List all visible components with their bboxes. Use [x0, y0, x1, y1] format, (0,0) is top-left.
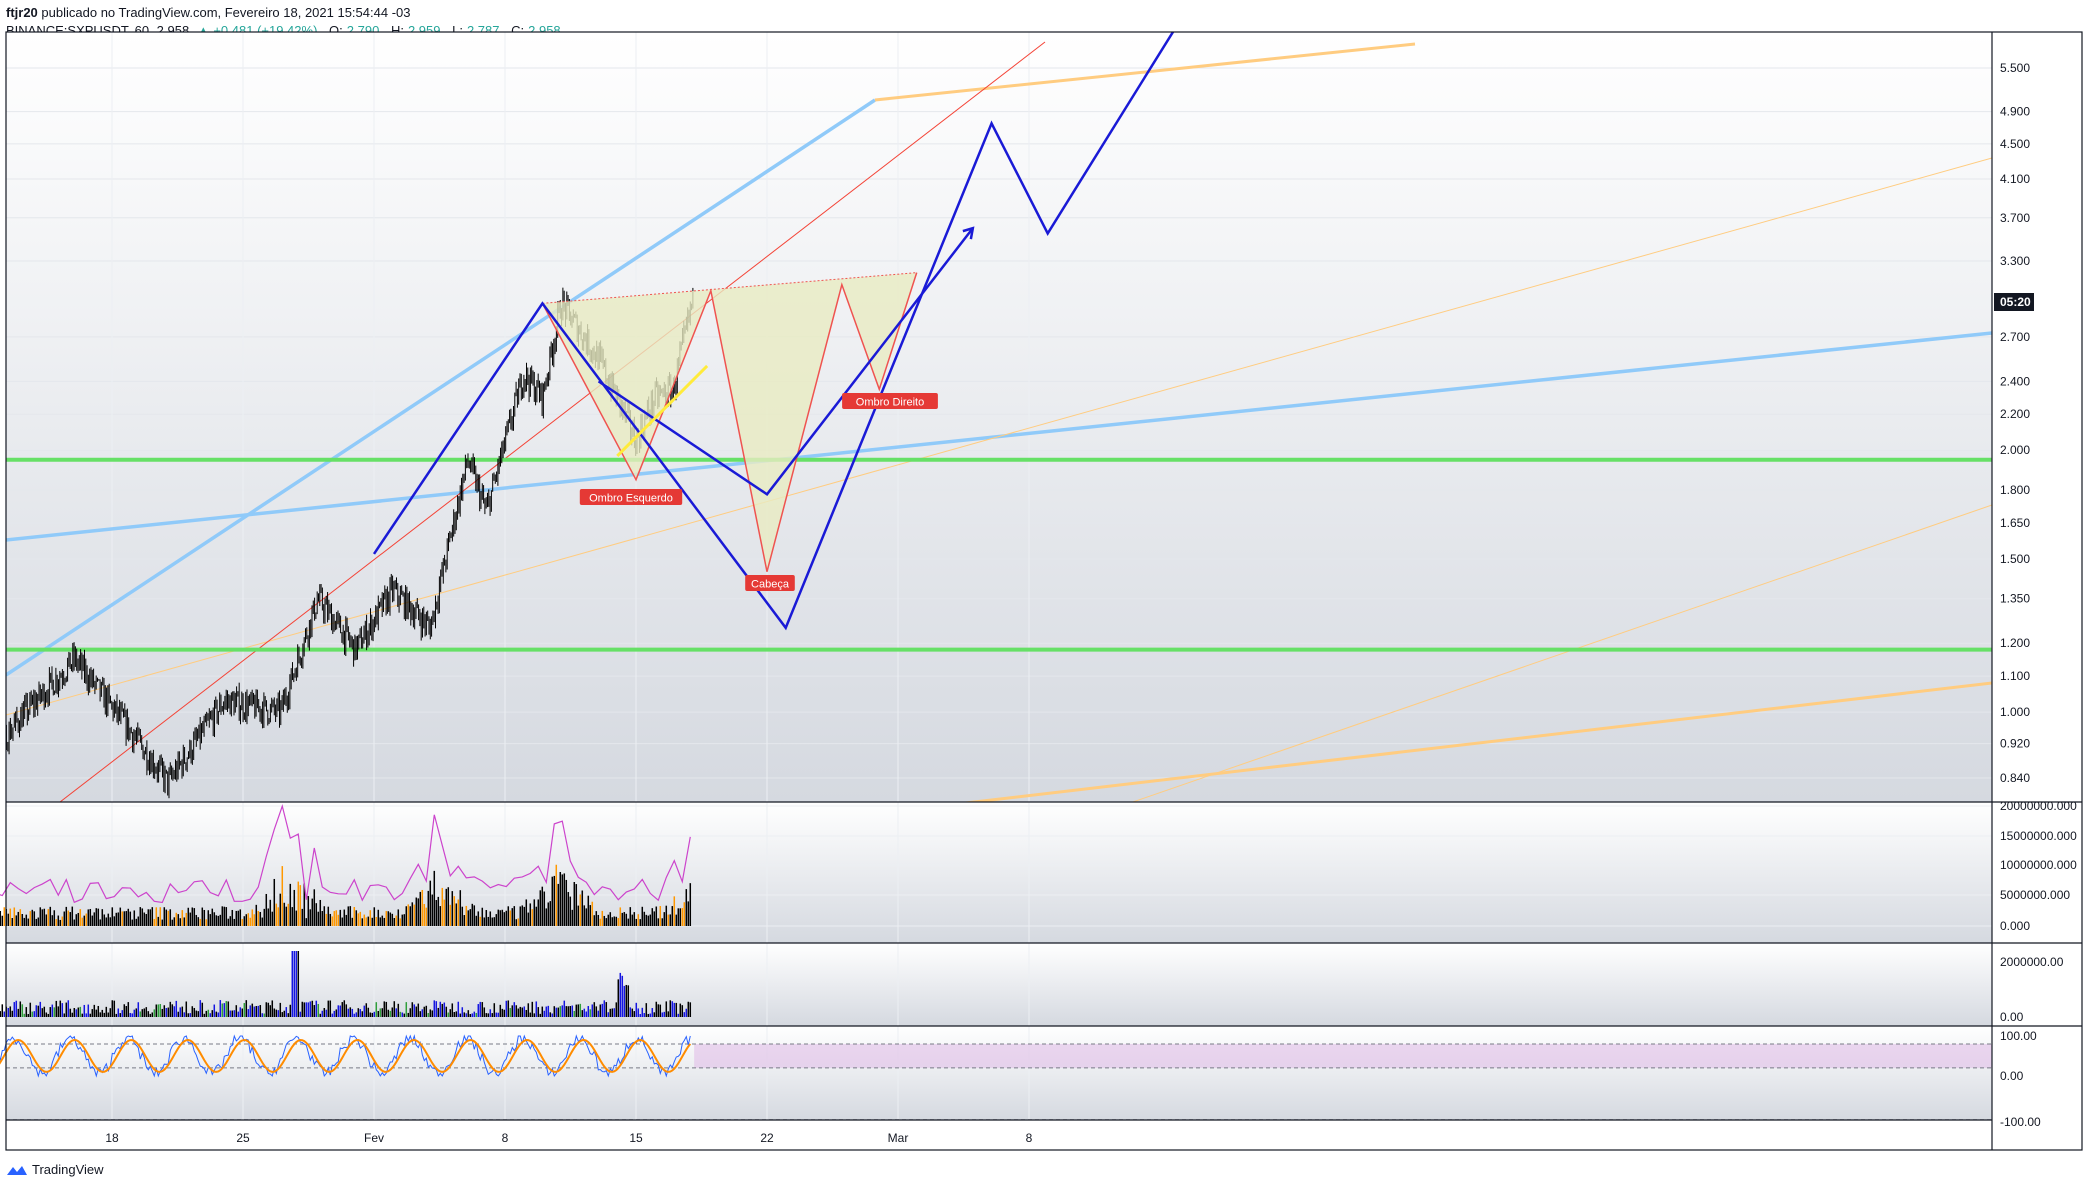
stoch-tick-label: 100.00 — [2000, 1029, 2037, 1043]
volume-tick-label: 10000000.000 — [2000, 858, 2077, 872]
time-tick-label: Mar — [888, 1131, 909, 1145]
time-tick-label: 25 — [236, 1131, 250, 1145]
yellow-trend-line — [616, 364, 709, 457]
stoch-d-line — [0, 1038, 692, 1073]
pane-background — [6, 1026, 1992, 1120]
price-badge-bg — [1994, 293, 2034, 311]
price-tick-label: 5.500 — [2000, 61, 2030, 75]
price-tick-label: 0.920 — [2000, 737, 2030, 751]
volume-tick-label: 20000000.000 — [2000, 799, 2077, 813]
stoch-band-fill — [694, 1043, 1993, 1068]
projection-path-primary — [372, 32, 1175, 631]
price-tick-label: 1.350 — [2000, 592, 2030, 606]
fib-fan-line-bottom — [961, 681, 1992, 802]
tradingview-brand[interactable]: TradingView — [32, 1162, 104, 1177]
label-ombro-direito-bg — [842, 393, 938, 409]
time-tick-label: 8 — [502, 1131, 509, 1145]
price-tick-label: 1.650 — [2000, 516, 2030, 530]
pane-background — [6, 32, 1992, 802]
price-tick-label: 1.800 — [2000, 483, 2030, 497]
label-ombro-direito: Ombro Direito — [856, 397, 924, 409]
price-pane: Ombro Esquerdo Cabeça Ombro Direito — [6, 32, 1992, 802]
volume-ma-line — [0, 804, 691, 904]
price-tick-label: 3.300 — [2000, 254, 2030, 268]
volume-tick-label: 5000000.000 — [2000, 888, 2070, 902]
volume-tick-label: 0.000 — [2000, 919, 2030, 933]
publish-info: publicado no TradingView.com, Fevereiro … — [41, 5, 411, 20]
oscillator-tick-label: 2000000.00 — [2000, 955, 2064, 969]
time-tick-label: 18 — [105, 1131, 119, 1145]
price-tick-label: 4.900 — [2000, 105, 2030, 119]
author-name[interactable]: ftjr20 — [6, 5, 38, 20]
price-tick-label: 4.100 — [2000, 172, 2030, 186]
channel-upper-line — [6, 98, 876, 677]
label-cabeca-bg — [745, 575, 795, 591]
oscillator-tick-label: 0.00 — [2000, 1010, 2024, 1024]
time-tick-label: 22 — [760, 1131, 774, 1145]
fib-fan-line-lower — [1131, 504, 1992, 802]
candles — [6, 287, 694, 799]
fib-extension-line — [874, 42, 1416, 102]
price-tick-label: 0.840 — [2000, 771, 2030, 785]
time-tick-label: Fev — [364, 1131, 384, 1145]
low-label: L: — [452, 23, 463, 38]
price-tick-label: 2.400 — [2000, 374, 2030, 388]
price-tick-label: 4.500 — [2000, 137, 2030, 151]
time-tick-label: 15 — [629, 1131, 643, 1145]
stoch-k-line — [0, 1034, 691, 1078]
head-shoulders-pattern — [541, 272, 918, 572]
volume-tick-label: 15000000.000 — [2000, 829, 2077, 843]
chart-frame — [5, 31, 2083, 1151]
price-tick-label: 1.200 — [2000, 636, 2030, 650]
neckline — [542, 272, 917, 304]
price-tick-label: 2.000 — [2000, 443, 2030, 457]
label-ombro-esquerdo-bg — [579, 489, 683, 505]
price-badge: 05:20 — [2000, 295, 2031, 309]
price-tick-label: 1.100 — [2000, 669, 2030, 683]
label-ombro-esquerdo: Ombro Esquerdo — [589, 493, 673, 505]
time-tick-label: 8 — [1026, 1131, 1033, 1145]
price-tick-label: 2.700 — [2000, 330, 2030, 344]
head-shoulders-fill — [542, 272, 917, 572]
projection-arrowhead — [962, 226, 975, 240]
stoch-tick-label: -100.00 — [2000, 1115, 2041, 1129]
price-tick-label: 1.000 — [2000, 705, 2030, 719]
price-tick-label: 1.500 — [2000, 552, 2030, 566]
label-cabeca: Cabeça — [751, 579, 790, 591]
stoch-tick-label: 0.00 — [2000, 1069, 2024, 1083]
tradingview-logo-icon — [7, 1165, 27, 1175]
trend-line-red — [59, 41, 1046, 802]
price-tick-label: 3.700 — [2000, 211, 2030, 225]
footer: TradingView — [6, 1162, 104, 1177]
price-tick-label: 2.200 — [2000, 407, 2030, 421]
